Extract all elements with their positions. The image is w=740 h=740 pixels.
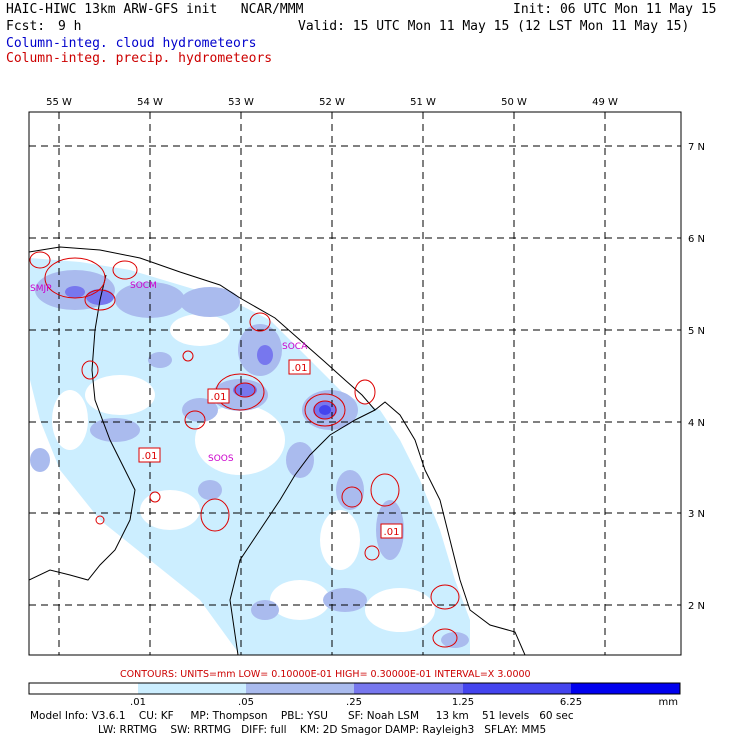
contour-label: .01 (292, 363, 308, 374)
contour-label: .01 (142, 451, 158, 462)
lon-label: 53 W (228, 97, 254, 108)
lat-labels: 7 N 6 N 5 N 4 N 3 N 2 N (688, 142, 705, 612)
colorbar-tick: .01 (130, 697, 146, 708)
plot-title: HAIC-HIWC 13km ARW-GFS init NCAR/MMM (6, 2, 304, 17)
forecast-hour: 9 h (58, 19, 82, 34)
lon-label: 51 W (410, 97, 436, 108)
init-time: Init: 06 UTC Mon 11 May 15 (513, 2, 717, 17)
map-frame (28, 111, 682, 656)
station-labels: SMJP SOCM SOCA SOOS (30, 281, 308, 464)
lat-label: 3 N (688, 509, 705, 520)
colorbar-tick: .25 (346, 697, 362, 708)
lon-label: 49 W (592, 97, 618, 108)
lat-label: 2 N (688, 601, 705, 612)
lon-label: 52 W (319, 97, 345, 108)
shaded-cloud-field (30, 258, 470, 655)
station-label: SOCM (130, 281, 157, 291)
field-precip-label: Column-integ. precip. hydrometeors (6, 51, 273, 66)
lat-label: 5 N (688, 326, 705, 337)
contour-label: .01 (211, 392, 227, 403)
field-cloud-label: Column-integ. cloud hydrometeors (6, 36, 257, 51)
colorbar-units: mm (659, 697, 678, 708)
station-label: SOOS (208, 454, 234, 464)
contour-label-group: .01 .01 .01 .01 (138, 359, 403, 539)
contour-info: CONTOURS: UNITS=mm LOW= 0.10000E-01 HIGH… (120, 669, 531, 680)
coastline (29, 246, 526, 655)
lon-label: 54 W (137, 97, 163, 108)
colorbar-tick: 6.25 (560, 697, 582, 708)
contour-label: .01 (384, 527, 400, 538)
colorbar-tick: 1.25 (452, 697, 474, 708)
lat-label: 6 N (688, 234, 705, 245)
forecast-label: Fcst: (6, 19, 46, 34)
station-label: SMJP (30, 284, 52, 294)
precip-contours (29, 251, 460, 648)
colorbar-tick: .05 (238, 697, 254, 708)
lat-label: 4 N (688, 418, 705, 429)
model-info-line2: LW: RRTMG SW: RRTMG DIFF: full KM: 2D Sm… (98, 724, 547, 736)
lon-label: 50 W (501, 97, 527, 108)
lat-label: 7 N (688, 142, 705, 153)
model-info-line1: Model Info: V3.6.1 CU: KF MP: Thompson P… (30, 710, 574, 722)
lat-lon-grid (29, 112, 681, 655)
lon-label: 55 W (46, 97, 72, 108)
lon-labels: 55 W 54 W 53 W 52 W 51 W 50 W 49 W (46, 97, 618, 108)
colorbar: .01 .05 .25 1.25 6.25 mm (28, 682, 681, 708)
valid-time: Valid: 15 UTC Mon 11 May 15 (12 LST Mon … (298, 19, 690, 34)
station-label: SOCA (282, 342, 308, 352)
